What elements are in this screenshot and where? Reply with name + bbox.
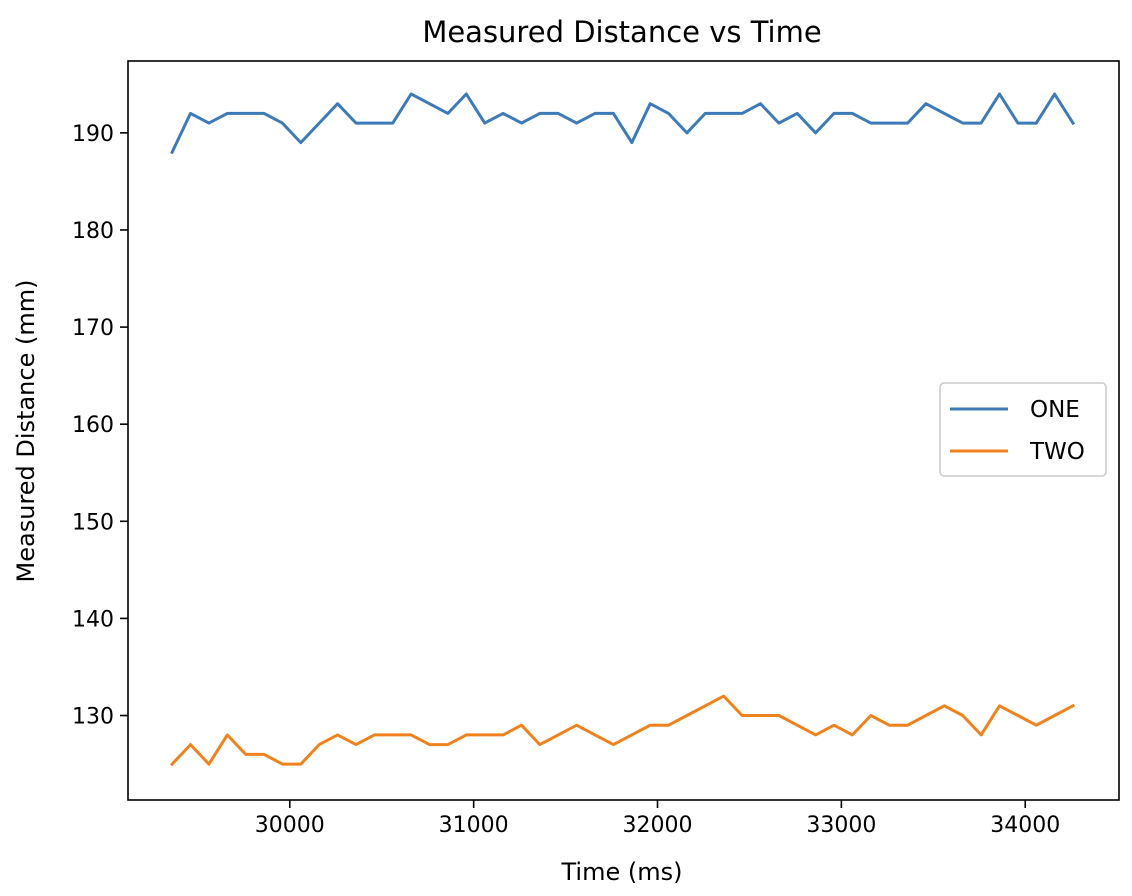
x-tick-label: 34000 xyxy=(990,813,1060,838)
chart-title: Measured Distance vs Time xyxy=(422,15,821,49)
legend: ONE TWO xyxy=(939,382,1107,477)
x-tick-label: 31000 xyxy=(439,813,509,838)
legend-label-two: TWO xyxy=(1029,439,1085,465)
y-tick-label: 170 xyxy=(72,316,114,341)
x-tick-label: 33000 xyxy=(806,813,876,838)
y-tick-label: 180 xyxy=(72,219,114,244)
axes-frame xyxy=(127,60,1120,801)
legend-label-one: ONE xyxy=(1030,397,1080,423)
series-line-two xyxy=(169,694,1076,767)
x-tick-label: 32000 xyxy=(623,813,693,838)
y-tick-label: 160 xyxy=(72,413,114,438)
y-tick-label: 150 xyxy=(72,510,114,535)
y-tick-label: 130 xyxy=(72,705,114,730)
plot-area xyxy=(169,92,1076,767)
axis-ticks: 30000 31000 32000 33000 34000 130 140 150 160 170… xyxy=(72,122,1060,838)
legend-box xyxy=(939,382,1107,477)
x-tick-label: 30000 xyxy=(255,813,325,838)
y-tick-label: 190 xyxy=(72,122,114,147)
y-tick-label: 140 xyxy=(72,607,114,632)
y-axis-label: Measured Distance (mm) xyxy=(12,280,40,583)
x-axis-label: Time (ms) xyxy=(561,858,683,886)
series-line-one xyxy=(170,92,1076,155)
